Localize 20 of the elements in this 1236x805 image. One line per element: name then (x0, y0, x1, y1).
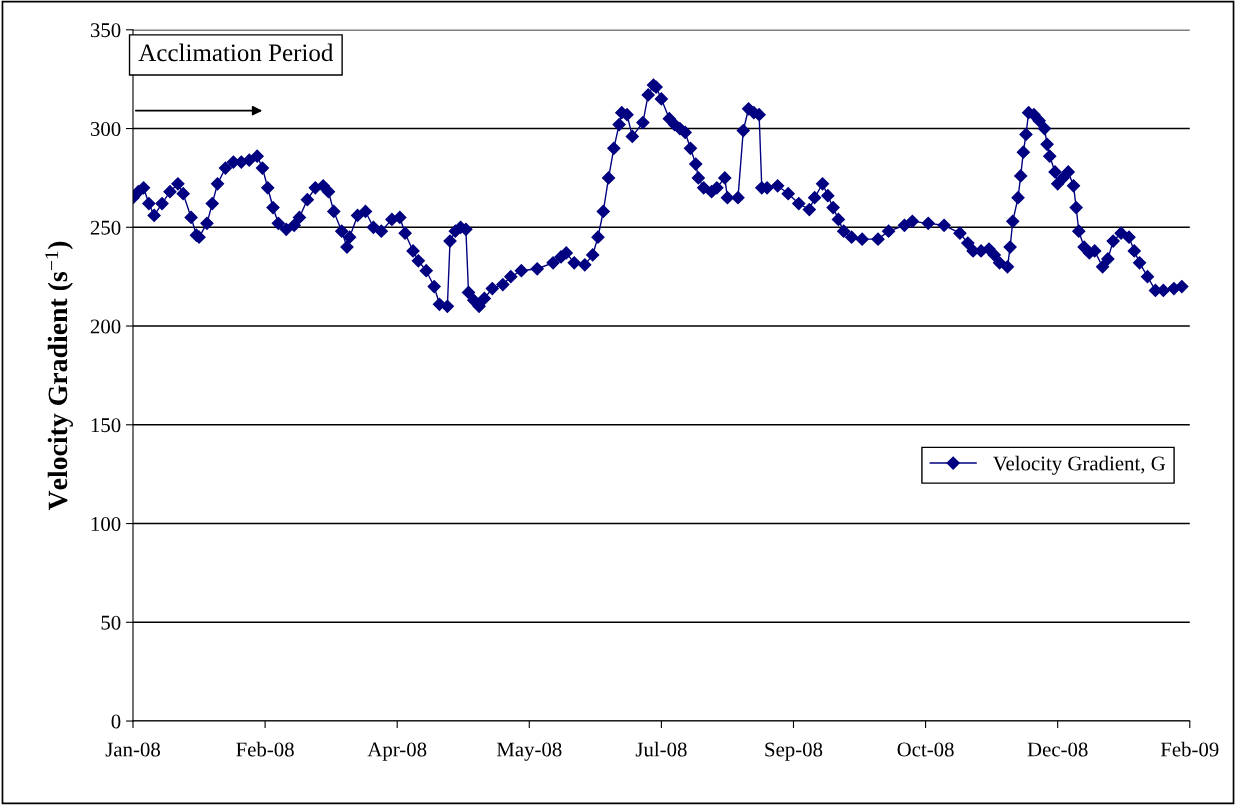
y-tick-label: 100 (91, 516, 121, 531)
x-tick-label: Feb-08 (236, 741, 294, 757)
x-tick-label: Dec-08 (1027, 742, 1088, 757)
legend-label: Velocity Gradient, G (993, 455, 1166, 475)
y-axis-title: Velocity Gradient (s$^{−1}$) (45, 241, 73, 511)
y-tick-label: 350 (90, 23, 121, 38)
x-tick-label: Apr-08 (367, 742, 427, 761)
x-tick-label: Oct-08 (897, 742, 954, 757)
y-tick-label: 0 (111, 714, 121, 729)
x-tick-label: Feb-09 (1160, 741, 1219, 757)
y-tick-label: 150 (91, 418, 121, 433)
x-tick-label: May-08 (496, 742, 562, 761)
y-tick-label: 50 (101, 615, 121, 630)
annotation: Acclimation Period (138, 43, 334, 62)
y-tick-label: 250 (90, 220, 121, 235)
y-tick-label: 300 (90, 121, 121, 136)
x-tick-label: Sep-08 (765, 742, 823, 761)
x-tick-label: Jan-08 (105, 742, 160, 757)
y-tick-label: 200 (90, 319, 121, 334)
x-tick-label: Jul-08 (635, 741, 687, 757)
